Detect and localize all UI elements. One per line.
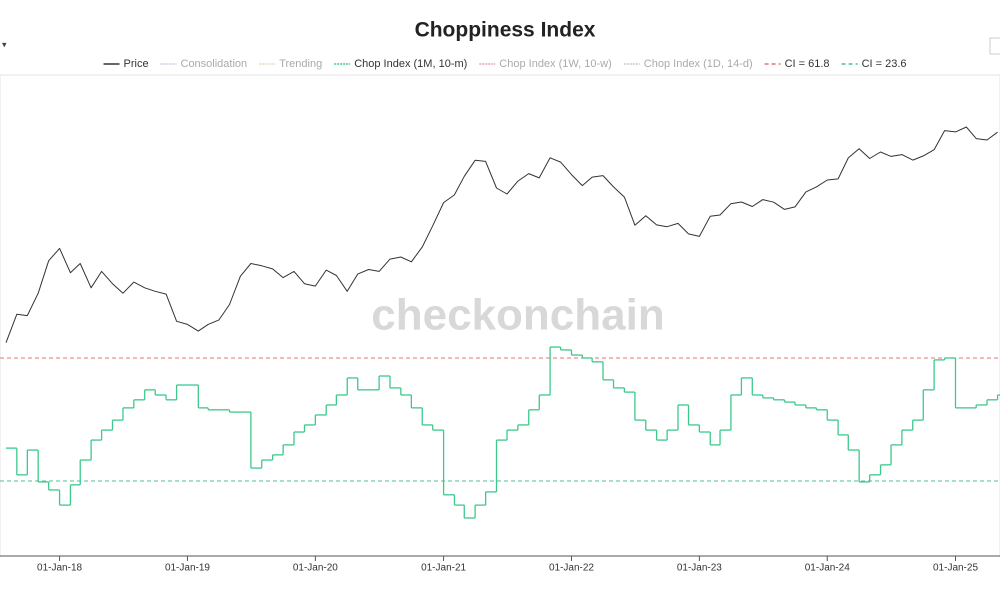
menu-arrow[interactable]: ▾ [2,39,7,49]
x-tick-label: 01-Jan-22 [549,563,594,574]
menu-button[interactable] [989,37,1000,55]
x-tick-label: 01-Jan-24 [805,563,850,574]
legend-label: Chop Index (1W, 10-w) [499,58,612,70]
x-tick-label: 01-Jan-21 [421,563,466,574]
legend-label: Price [124,58,149,70]
legend-label: Consolidation [181,58,248,70]
legend-item: Consolidation [160,58,248,70]
legend-label: Chop Index (1D, 14-d) [644,58,753,70]
x-tick-label: 01-Jan-19 [165,563,210,574]
watermark: checkonchain [371,291,664,340]
legend-item: Trending [259,58,322,70]
legend-label: Chop Index (1M, 10-m) [354,58,467,70]
legend-item: Price [103,58,149,70]
legend: Price Consolidation Trending Chop Index (1M… [103,58,907,70]
x-tick-label: 01-Jan-20 [293,563,338,574]
legend-label: CI = 61.8 [785,58,830,70]
price-line [5,126,998,343]
chart-title: Choppiness Index [415,19,596,42]
x-tick-label: 01-Jan-18 [37,563,82,574]
legend-item: Chop Index (1D, 14-d) [623,58,753,70]
legend-label: CI = 23.6 [862,58,907,70]
legend-item: Chop Index (1W, 10-w) [479,58,612,70]
legend-item: CI = 61.8 [764,58,830,70]
legend-item: Chop Index (1M, 10-m) [334,58,467,70]
legend-item: CI = 23.6 [841,58,907,70]
x-tick-label: 01-Jan-23 [677,563,722,574]
x-tick-label: 01-Jan-25 [933,563,978,574]
legend-label: Trending [279,58,322,70]
